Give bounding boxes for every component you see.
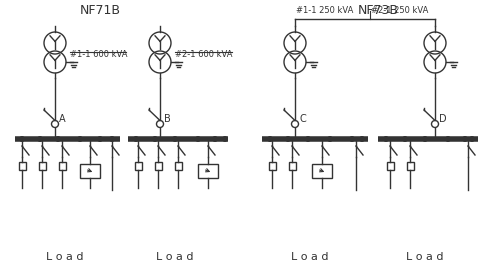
Bar — [268, 162, 276, 170]
Text: A: A — [59, 114, 66, 124]
Circle shape — [306, 136, 310, 141]
Circle shape — [222, 136, 228, 141]
Bar — [312, 164, 332, 178]
Text: C: C — [299, 114, 306, 124]
Circle shape — [212, 136, 218, 141]
Text: D: D — [439, 114, 446, 124]
Bar — [80, 164, 100, 178]
Bar — [198, 164, 218, 178]
Text: NF73B: NF73B — [358, 4, 399, 18]
Circle shape — [20, 136, 24, 141]
Bar — [38, 162, 46, 170]
Circle shape — [98, 136, 102, 141]
Text: #2-1 600 kVA: #2-1 600 kVA — [175, 50, 233, 59]
Circle shape — [268, 136, 272, 141]
Bar — [18, 162, 26, 170]
Text: L o a d: L o a d — [406, 252, 444, 262]
Circle shape — [196, 136, 200, 141]
Text: L o a d: L o a d — [46, 252, 84, 262]
Text: L o a d: L o a d — [291, 252, 329, 262]
Bar — [406, 162, 414, 170]
Circle shape — [350, 136, 354, 141]
Text: #1-1 250 kVA: #1-1 250 kVA — [296, 6, 354, 15]
Circle shape — [402, 136, 407, 141]
Bar — [174, 162, 182, 170]
Bar — [154, 162, 162, 170]
Circle shape — [172, 136, 178, 141]
Circle shape — [422, 136, 428, 141]
Circle shape — [462, 136, 468, 141]
Circle shape — [328, 136, 332, 141]
Circle shape — [446, 136, 450, 141]
Text: NF71B: NF71B — [80, 4, 120, 18]
Circle shape — [134, 136, 138, 141]
Circle shape — [470, 136, 474, 141]
Bar — [134, 162, 141, 170]
Circle shape — [38, 136, 43, 141]
Text: B: B — [164, 114, 171, 124]
Circle shape — [56, 136, 60, 141]
Text: #2-1 250 kVA: #2-1 250 kVA — [371, 6, 428, 15]
Text: L o a d: L o a d — [156, 252, 194, 262]
Circle shape — [384, 136, 388, 141]
Circle shape — [286, 136, 290, 141]
Text: #1-1 600 kVA: #1-1 600 kVA — [70, 50, 128, 59]
Circle shape — [110, 136, 114, 141]
Bar — [386, 162, 394, 170]
Circle shape — [360, 136, 364, 141]
Circle shape — [78, 136, 82, 141]
Bar — [288, 162, 296, 170]
Circle shape — [152, 136, 158, 141]
Bar — [58, 162, 66, 170]
